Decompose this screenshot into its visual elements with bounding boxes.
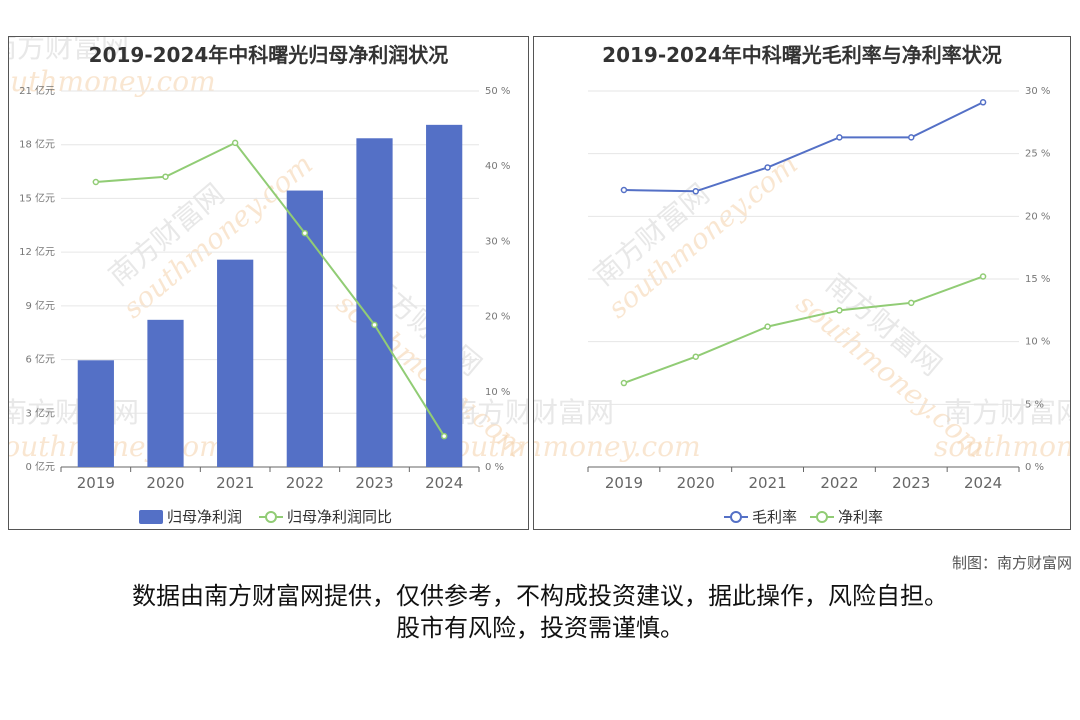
legend-label: 净利率: [838, 508, 883, 526]
y-right-tick-label: 5 %: [1025, 399, 1044, 410]
legend-label: 归母净利润: [167, 508, 242, 526]
right-chart-panel: 南方财富网southmoney.com南方财富网southmoney.com南方…: [533, 36, 1071, 530]
line-point: [440, 432, 448, 440]
y-right-tick-label: 30 %: [1025, 86, 1050, 97]
y-left-tick-label: 21 亿元: [19, 84, 55, 97]
bar: [147, 319, 184, 467]
watermark-cn: 南方财富网: [9, 37, 129, 64]
y-left-tick-label: 12 亿元: [19, 245, 55, 258]
x-tick-label: 2023: [892, 474, 930, 492]
x-tick-label: 2019: [605, 474, 643, 492]
line-point: [908, 134, 915, 141]
line-point: [620, 186, 628, 194]
x-tick-label: 2022: [286, 474, 324, 492]
legend-swatch-bar: [139, 510, 163, 524]
legend-swatch-point: [265, 511, 277, 523]
y-left-tick-label: 3 亿元: [25, 406, 55, 419]
disclaimer-line-2: 股市有风险，投资需谨慎。: [396, 614, 684, 642]
y-right-tick-label: 30 %: [485, 236, 510, 247]
x-tick-label: 2020: [677, 474, 715, 492]
y-left-tick-label: 9 亿元: [25, 299, 55, 312]
y-right-tick-label: 20 %: [1025, 211, 1050, 222]
line-point: [764, 323, 771, 330]
series-line-yoy: [95, 141, 446, 437]
watermark-en: southmoney.com: [9, 430, 226, 463]
legend-label: 毛利率: [752, 508, 797, 526]
y-right-tick-label: 0 %: [485, 462, 504, 473]
bar: [77, 360, 114, 467]
y-left-tick-label: 18 亿元: [19, 138, 55, 151]
right-chart-title: 2019-2024年中科曙光毛利率与净利率状况: [602, 43, 1002, 67]
source-credit: 制图：南方财富网: [951, 554, 1072, 572]
legend-swatch-point: [816, 511, 828, 523]
y-right-tick-label: 20 %: [485, 312, 510, 323]
line-point: [692, 188, 699, 195]
line-point: [620, 379, 628, 387]
watermark-en: southmoney.com: [934, 430, 1071, 463]
y-right-tick-label: 10 %: [1025, 337, 1050, 348]
line-point: [371, 321, 378, 329]
line-point: [764, 164, 771, 171]
line-point: [836, 307, 843, 314]
x-tick-label: 2022: [820, 474, 858, 492]
line-point: [92, 178, 100, 186]
bar: [426, 124, 463, 467]
line-point: [301, 229, 309, 237]
y-right-tick-label: 0 %: [1025, 462, 1044, 473]
line-point: [979, 99, 987, 106]
disclaimer-line-1: 数据由南方财富网提供，仅供参考，不构成投资建议，据此操作，风险自担。: [132, 582, 948, 610]
bar: [286, 190, 323, 467]
left-chart-title: 2019-2024年中科曙光归母净利润状况: [88, 43, 449, 67]
line-point: [231, 139, 239, 147]
x-tick-label: 2020: [146, 474, 184, 492]
y-right-tick-label: 15 %: [1025, 274, 1050, 285]
watermark-cn: 南方财富网: [534, 396, 614, 429]
x-tick-label: 2021: [748, 474, 786, 492]
x-tick-label: 2019: [77, 474, 115, 492]
y-right-tick-label: 10 %: [485, 387, 510, 398]
x-tick-label: 2024: [964, 474, 1002, 492]
left-chart-svg: 南方财富网southmoney.com南方财富网southmoney.com南方…: [9, 37, 528, 526]
line-point: [692, 353, 699, 360]
legend-swatch-point: [730, 511, 742, 523]
right-chart-svg: 南方财富网southmoney.com南方财富网southmoney.com南方…: [534, 86, 1071, 526]
series-line-1: [623, 275, 984, 384]
left-chart-panel: 南方财富网southmoney.com南方财富网southmoney.com南方…: [8, 36, 529, 530]
bar: [356, 138, 393, 468]
y-left-tick-label: 0 亿元: [25, 460, 55, 473]
disclaimer: 数据由南方财富网提供，仅供参考，不构成投资建议，据此操作，风险自担。 股市有风险…: [0, 580, 1080, 644]
bar: [217, 259, 254, 467]
legend-label: 归母净利润同比: [287, 508, 392, 526]
x-tick-label: 2024: [425, 474, 463, 492]
line-point: [162, 173, 169, 180]
watermark-en: southmoney.com: [534, 430, 701, 463]
watermark-cn: 南方财富网: [9, 396, 139, 429]
line-point: [836, 134, 843, 141]
watermark-en: southmoney.com: [9, 65, 216, 98]
y-right-tick-label: 40 %: [485, 161, 510, 172]
line-point: [979, 273, 987, 280]
y-right-tick-label: 50 %: [485, 86, 510, 97]
y-left-tick-label: 6 亿元: [25, 353, 55, 366]
x-tick-label: 2023: [355, 474, 393, 492]
y-left-tick-label: 15 亿元: [19, 191, 55, 204]
x-tick-label: 2021: [216, 474, 254, 492]
series-line-0: [623, 101, 984, 193]
line-point: [908, 299, 915, 307]
y-right-tick-label: 25 %: [1025, 149, 1050, 160]
watermark-cn: 南方财富网: [944, 396, 1071, 429]
